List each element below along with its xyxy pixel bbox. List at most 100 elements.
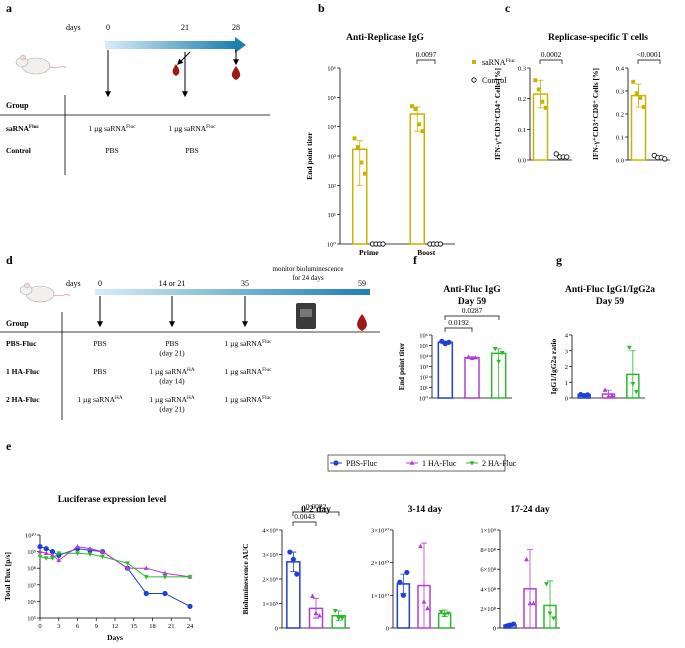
point — [437, 241, 444, 247]
y-tick-label: 10⁴ — [327, 124, 337, 131]
table-cell-text: 1 µg saRNA — [225, 367, 263, 376]
point — [294, 571, 300, 577]
x-tick-label: 0 — [38, 623, 41, 630]
significance-bracket — [292, 511, 340, 516]
chart-title: Replicase-specific T cells — [548, 33, 648, 43]
point — [187, 603, 193, 609]
bar — [464, 356, 480, 399]
p-value: 0.0022 — [306, 502, 327, 511]
panel-label: g — [556, 253, 562, 267]
mouse-icon — [19, 282, 71, 303]
bar — [437, 341, 454, 399]
point — [56, 551, 62, 556]
point — [162, 570, 168, 575]
table-cell-note: (day 14) — [159, 377, 185, 386]
table-cell-sup: Fluc — [206, 124, 216, 130]
y-tick-label: 1×10⁹ — [262, 601, 278, 608]
table-cell: 1 µg saRNAFluc — [169, 124, 217, 133]
table-cell-sup: HA — [187, 367, 195, 373]
point — [634, 91, 639, 96]
x-tick-label: Prime — [359, 248, 379, 257]
legend-label-sup: Fluc — [506, 58, 516, 64]
point — [633, 389, 639, 395]
y-axis-label: IFN-γ⁺CD3⁺CD4⁺ Cells [%] — [493, 68, 502, 160]
y-tick-label: 10⁵ — [419, 343, 428, 350]
y-tick-label: 0.3 — [518, 66, 526, 73]
p-value: 0.0192 — [448, 318, 469, 327]
point — [544, 582, 549, 587]
point — [87, 546, 93, 551]
y-tick-label: 3×10¹⁰ — [371, 528, 389, 535]
table-cell: 1 µg saRNAFluc — [225, 395, 273, 404]
table-cell-sup: Fluc — [262, 339, 272, 345]
arrow — [177, 51, 191, 65]
point — [50, 552, 55, 558]
y-tick-label: 1 — [565, 380, 568, 387]
point — [336, 616, 342, 621]
y-tick-label: 10³ — [420, 364, 429, 371]
point — [287, 549, 293, 555]
y-tick-label: 2 — [565, 364, 568, 371]
bar — [409, 113, 425, 245]
point — [418, 543, 423, 549]
point — [310, 593, 315, 598]
point — [446, 339, 452, 345]
point — [540, 99, 545, 104]
point — [439, 338, 445, 344]
point — [531, 600, 536, 606]
point — [37, 554, 43, 560]
point — [37, 544, 43, 550]
point — [75, 551, 80, 556]
legend-label: 2 HA-Fluc — [482, 459, 517, 468]
chart-title: 3-14 day — [408, 505, 443, 515]
point — [564, 154, 570, 160]
table-cell: 1 µg saRNAHA — [149, 367, 194, 376]
table-cell-text: 1 µg saRNA — [169, 124, 207, 133]
y-tick-label: 2×10¹⁰ — [371, 560, 389, 567]
table-cell-note: (day 21) — [159, 349, 185, 358]
mouse-icon — [15, 54, 67, 75]
y-tick-label: 10¹ — [420, 385, 429, 392]
chart-title: Luciferase expression level — [58, 495, 167, 505]
point — [651, 152, 657, 158]
y-axis-label: Total Flux [p/s] — [3, 552, 12, 601]
y-tick-label: 10⁶ — [327, 66, 336, 73]
point — [425, 605, 430, 611]
group-name-sup: Fluc — [29, 124, 40, 130]
point — [359, 160, 364, 165]
point — [404, 569, 410, 576]
group-name: PBS-Fluc — [6, 339, 37, 348]
y-tick-label: 3×10⁹ — [262, 552, 278, 559]
table-cell: 1 µg saRNAFluc — [89, 124, 137, 133]
point — [100, 549, 105, 554]
legend-label: saRNAFluc — [482, 58, 516, 67]
y-axis-label: IFN-γ⁺CD3⁺CD8⁺ Cells [%] — [591, 68, 600, 160]
chart-subtitle: Day 59 — [458, 297, 486, 307]
y-tick-label: 10⁵ — [327, 95, 336, 102]
point — [332, 609, 338, 614]
point — [420, 129, 425, 134]
point — [37, 549, 43, 554]
point — [187, 575, 193, 580]
y-tick-label: 0.1 — [616, 135, 624, 142]
point — [363, 171, 367, 176]
point — [413, 107, 418, 112]
chart-subtitle: Day 59 — [596, 297, 624, 307]
legend-marker — [333, 460, 339, 466]
y-axis-label: End point titer — [397, 342, 406, 390]
monitor-note: for 24 days — [292, 274, 324, 282]
panel-label: b — [318, 1, 325, 15]
point — [543, 105, 548, 110]
legend-label-text: saRNA — [482, 58, 506, 67]
y-tick-label: 3 — [565, 348, 568, 355]
timeline — [95, 289, 370, 295]
y-tick-label: 0.2 — [518, 96, 526, 103]
legend-marker — [471, 77, 477, 83]
group-name: saRNAFluc — [6, 124, 40, 133]
y-tick-label: 10⁶ — [419, 333, 428, 340]
point — [630, 382, 636, 387]
point — [553, 151, 559, 157]
point — [631, 79, 636, 84]
point — [524, 556, 529, 562]
point — [606, 393, 611, 399]
